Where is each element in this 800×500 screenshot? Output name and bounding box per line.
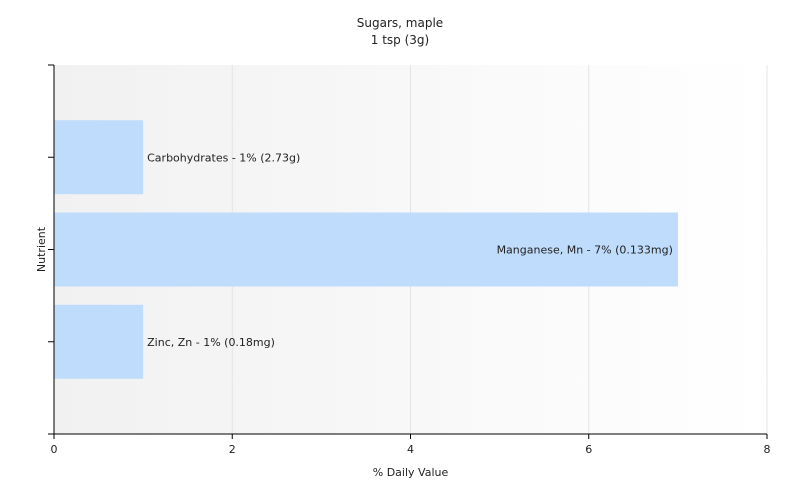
- bar-data-label: Zinc, Zn - 1% (0.18mg): [147, 336, 275, 349]
- bar: [54, 212, 678, 287]
- y-axis-title: Nutrient: [35, 226, 48, 272]
- x-tick-label: 6: [585, 443, 592, 456]
- axes: 0 2 4 6 8: [48, 64, 771, 456]
- bar-data-label: Manganese, Mn - 7% (0.133mg): [497, 244, 673, 257]
- chart-subtitle: 1 tsp (3g): [370, 33, 430, 47]
- bar: [54, 304, 144, 379]
- bar-data-label: Carbohydrates - 1% (2.73g): [147, 151, 300, 164]
- x-tick-label: 2: [229, 443, 236, 456]
- chart-title: Sugars, maple: [356, 16, 444, 30]
- x-tick-label: 8: [764, 443, 771, 456]
- x-axis-title: % Daily Value: [373, 466, 449, 479]
- x-tick-label: 0: [51, 443, 58, 456]
- x-tick-label: 4: [407, 443, 414, 456]
- labels: Carbohydrates - 1% (2.73g) Manganese, Mn …: [147, 151, 673, 349]
- bars: [54, 120, 678, 379]
- bar: [54, 120, 144, 195]
